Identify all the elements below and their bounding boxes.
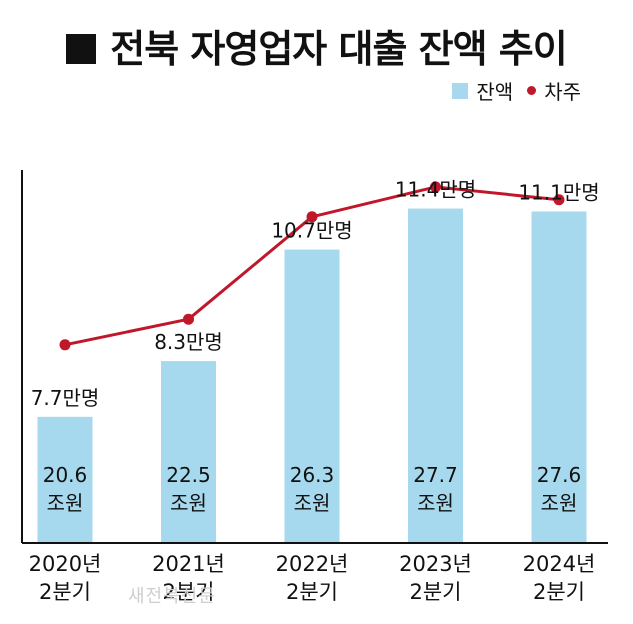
bar-value-label: 22.5 [166, 463, 211, 487]
bar-value-label: 20.6 [43, 463, 88, 487]
bar-unit-label: 조원 [47, 491, 84, 515]
bar-unit-label: 조원 [541, 491, 578, 515]
x-tick-label-quarter: 2분기 [533, 580, 585, 604]
x-tick-label-quarter: 2분기 [286, 580, 338, 604]
line-value-label: 7.7만명 [31, 386, 100, 410]
line-point [306, 211, 318, 223]
bars-group [37, 208, 587, 544]
axes-group [21, 170, 608, 544]
line-value-label: 11.1만명 [518, 180, 599, 204]
x-tick-label-quarter: 2분기 [162, 580, 214, 604]
bar [284, 249, 340, 543]
bar-unit-label: 조원 [294, 491, 331, 515]
line-point [553, 194, 565, 206]
x-tick-label-quarter: 2분기 [39, 580, 91, 604]
watermark: 새전북신문 [128, 586, 216, 607]
bar [37, 416, 93, 543]
x-tick-label-year: 2024년 [523, 552, 596, 576]
line-value-label: 8.3만명 [154, 330, 223, 354]
line-group [59, 181, 565, 351]
chart-title: 전북 자영업자 대출 잔액 추이 [110, 27, 567, 71]
bar-value-label: 26.3 [290, 463, 335, 487]
x-tick-label-year: 2022년 [276, 552, 349, 576]
title-square-icon [66, 34, 97, 64]
x-tick-label-quarter: 2분기 [409, 580, 461, 604]
bar [531, 211, 587, 543]
bar [161, 361, 216, 543]
bar [408, 208, 463, 544]
legend-line-label: 차주 [544, 80, 581, 104]
line-point [430, 181, 441, 193]
legend: 잔액 차주 [452, 76, 581, 105]
x-tick-label-year: 2020년 [29, 552, 102, 576]
legend-dot-swatch [527, 86, 537, 95]
x-tick-label-year: 2021년 [152, 552, 225, 576]
bar-value-label: 27.7 [413, 463, 458, 487]
bar-value-label: 27.6 [537, 463, 582, 487]
line-value-label: 11.4만명 [395, 178, 476, 202]
line-value-label: 10.7만명 [271, 219, 352, 243]
bar-unit-label: 조원 [417, 491, 454, 515]
legend-bar-label: 잔액 [476, 80, 514, 104]
legend-bar-swatch [452, 82, 469, 99]
bar-unit-label: 조원 [170, 491, 207, 515]
line-point [183, 313, 194, 325]
x-tick-label-year: 2023년 [399, 552, 472, 576]
labels-group: 20.6 조원 22.5 조원 26.3 조원 27.7 조원 27.6 조원 2020년 2분기 20… [29, 178, 600, 604]
line-point [59, 339, 71, 351]
chart-title-block: 전북 자영업자 대출 잔액 추이 [0, 18, 633, 73]
